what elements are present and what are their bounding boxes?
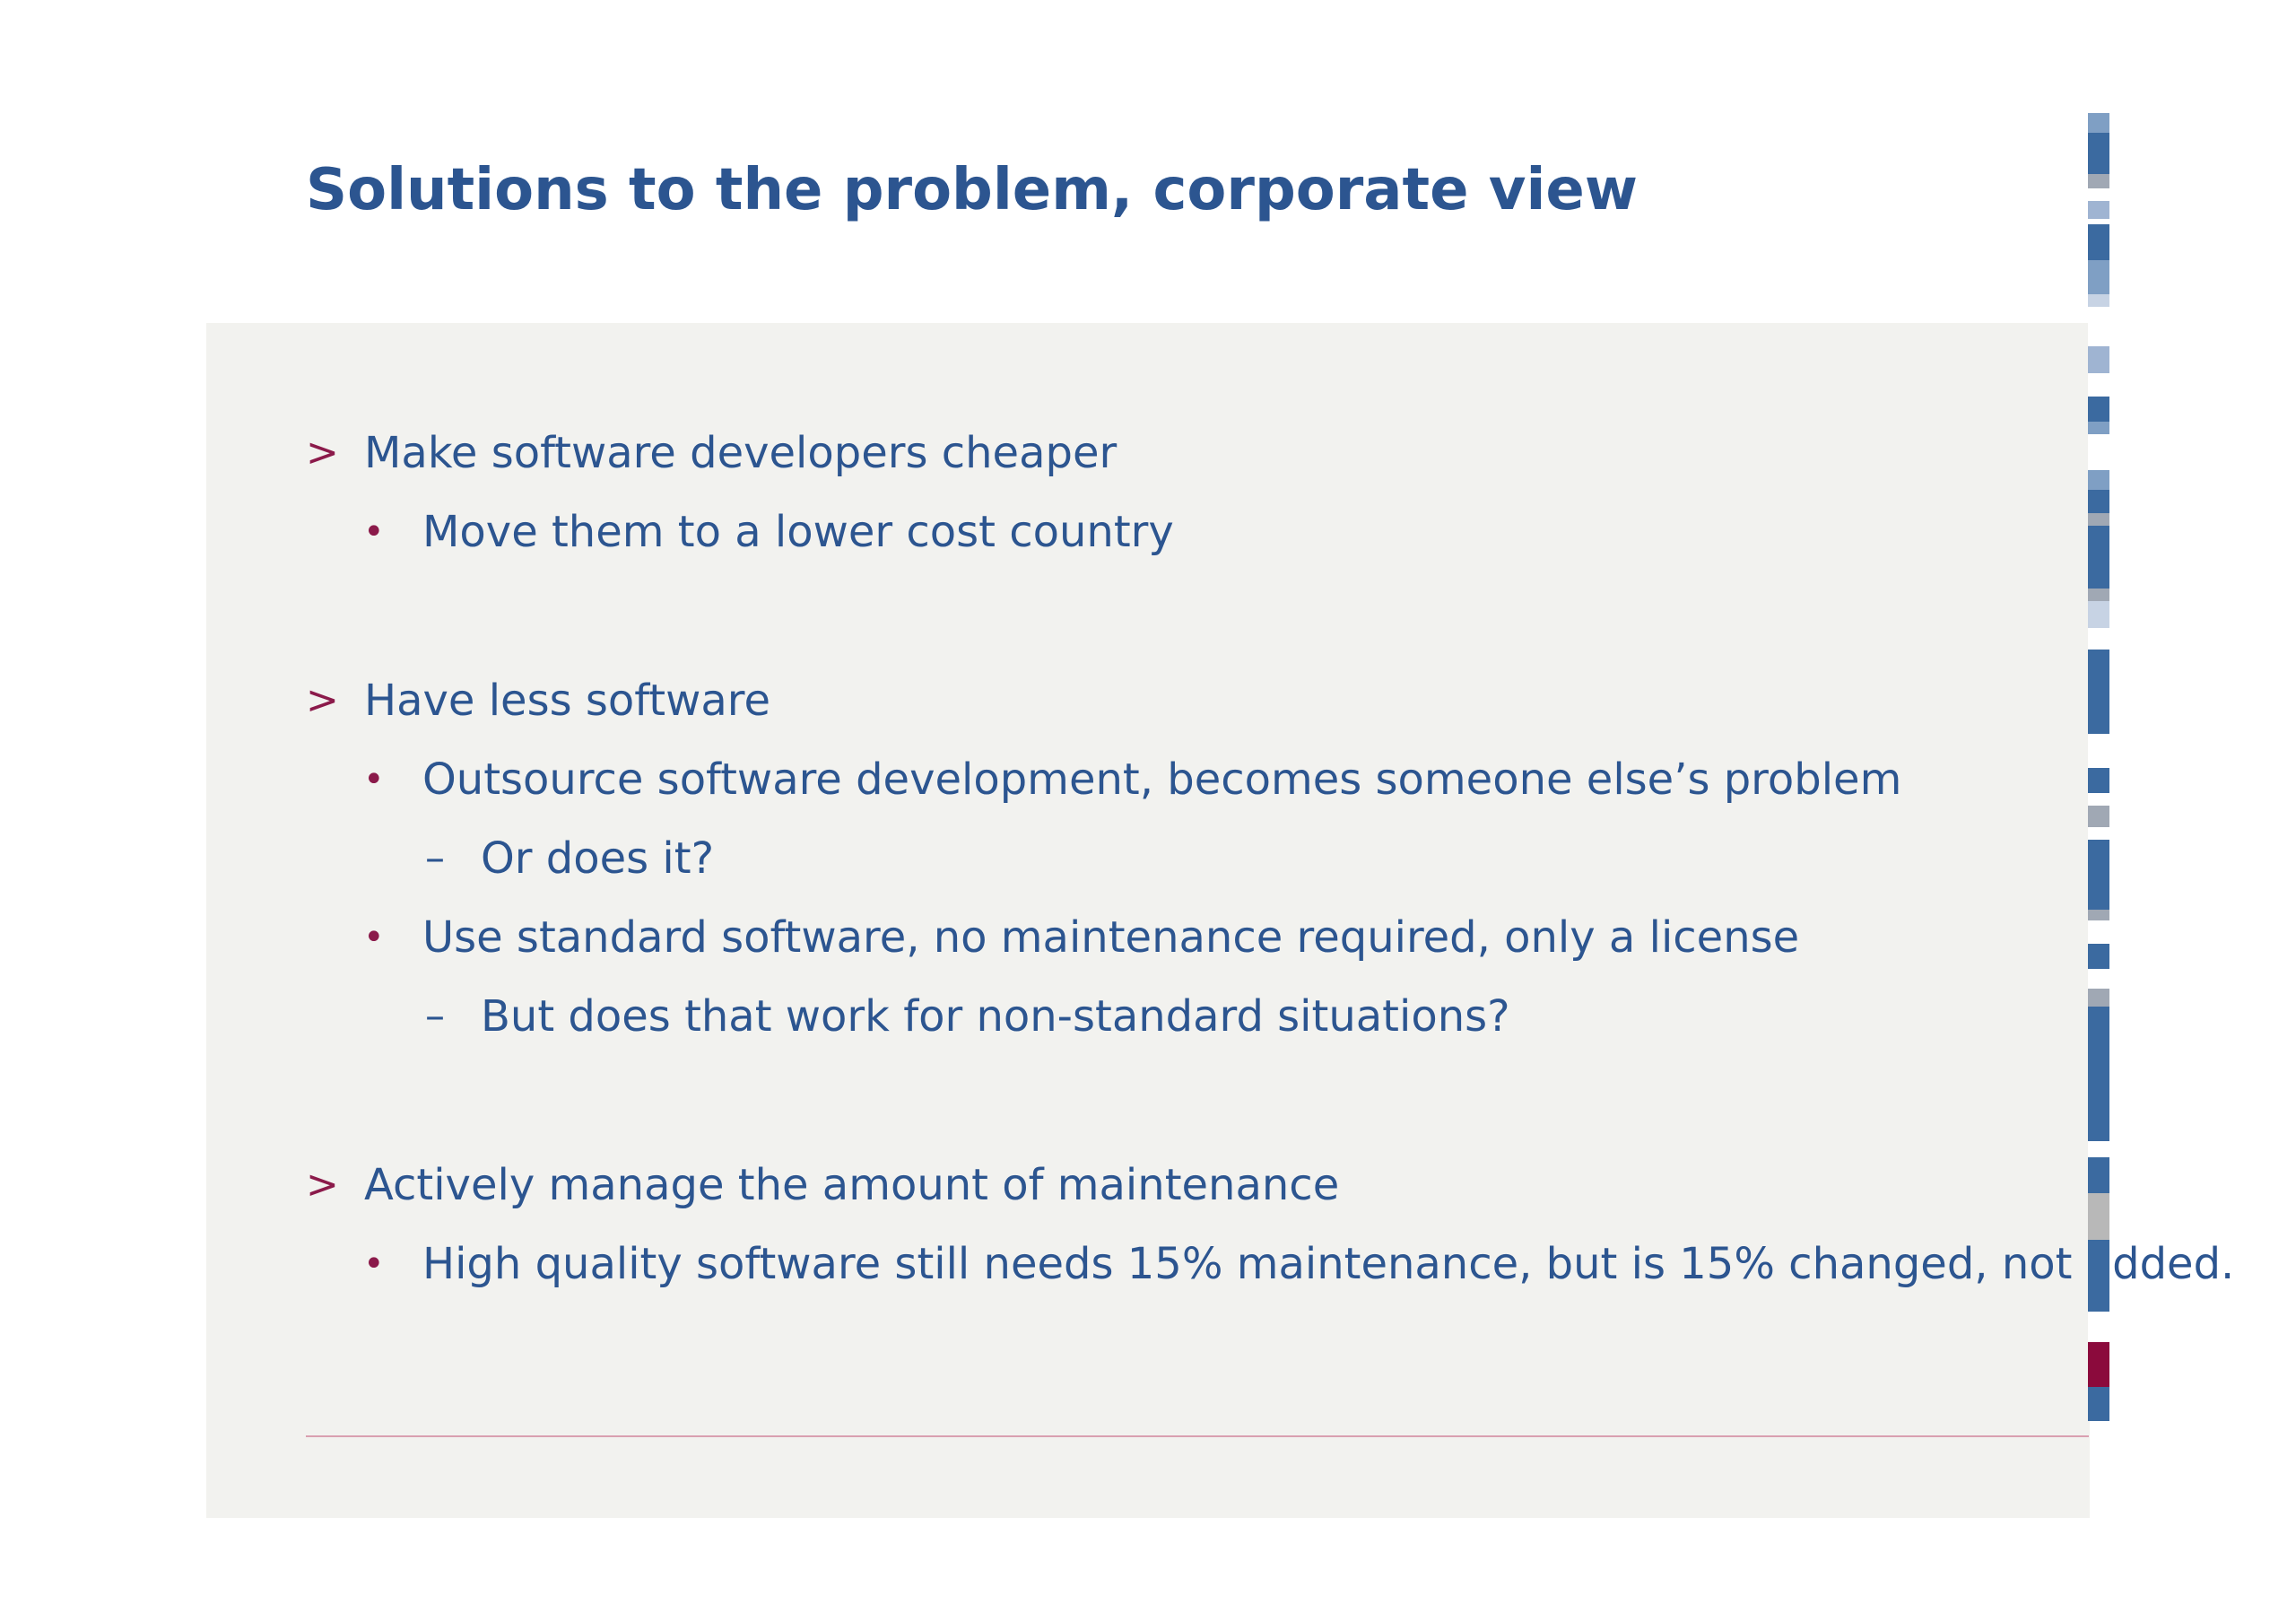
bullet-dot-icon: • (363, 759, 385, 800)
sub-bullet-high-quality: • High quality software still needs 15% … (306, 1233, 2279, 1295)
dash-icon: – (425, 835, 445, 881)
sub-sub-bullet-non-standard: – But does that work for non-standard si… (306, 985, 2010, 1048)
bullet-text: Have less software (364, 676, 770, 726)
chevron-right-icon: > (306, 430, 339, 475)
bullet-text: Actively manage the amount of maintenanc… (364, 1160, 1340, 1210)
bullet-text: Make software developers cheaper (364, 428, 1118, 478)
content-panel (206, 323, 2090, 1518)
bullet-text: Move them to a lower cost country (422, 507, 1174, 557)
bullet-text: But does that work for non-standard situ… (481, 991, 1510, 1042)
bullet-dot-icon: • (363, 1243, 385, 1285)
bullet-dot-icon: • (363, 511, 385, 553)
slide-title: Solutions to the problem, corporate view (306, 157, 1638, 223)
bullet-text: Outsource software development, becomes … (422, 754, 1902, 805)
bullet-text: Or does it? (481, 833, 715, 884)
chevron-right-icon: > (306, 677, 339, 723)
sub-sub-bullet-or-does-it: – Or does it? (306, 827, 2010, 890)
bullet-text: Use standard software, no maintenance re… (422, 912, 1800, 963)
bullet-manage-maintenance: > Actively manage the amount of maintena… (306, 1154, 2010, 1216)
footer-divider (306, 1435, 2089, 1437)
sub-bullet-standard-software: • Use standard software, no maintenance … (306, 906, 2010, 969)
bullet-have-less-software: > Have less software (306, 669, 2010, 732)
dash-icon: – (425, 993, 445, 1039)
bullet-list: > Make software developers cheaper • Mov… (306, 422, 2234, 1295)
bullet-make-developers-cheaper: > Make software developers cheaper (306, 422, 2010, 484)
sub-bullet-outsource: • Outsource software development, become… (306, 748, 2010, 811)
sub-bullet-lower-cost-country: • Move them to a lower cost country (306, 501, 2010, 563)
bullet-dot-icon: • (363, 917, 385, 958)
chevron-right-icon: > (306, 1162, 339, 1208)
decorative-side-bar (2088, 113, 2109, 1518)
bullet-text: High quality software still needs 15% ma… (422, 1239, 2235, 1289)
